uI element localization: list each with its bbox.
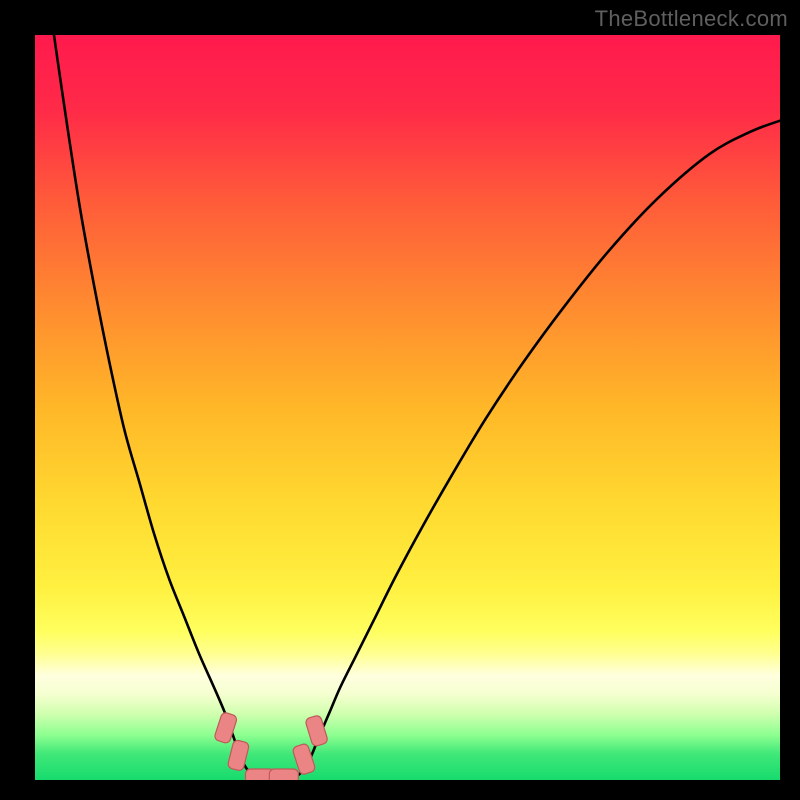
watermark: TheBottleneck.com xyxy=(595,6,788,32)
chart-svg xyxy=(35,35,780,780)
curve-marker xyxy=(269,769,298,780)
plot-area xyxy=(35,35,780,780)
curve-marker xyxy=(305,715,329,747)
curve-markers xyxy=(214,712,329,780)
bottleneck-curve xyxy=(35,35,780,780)
